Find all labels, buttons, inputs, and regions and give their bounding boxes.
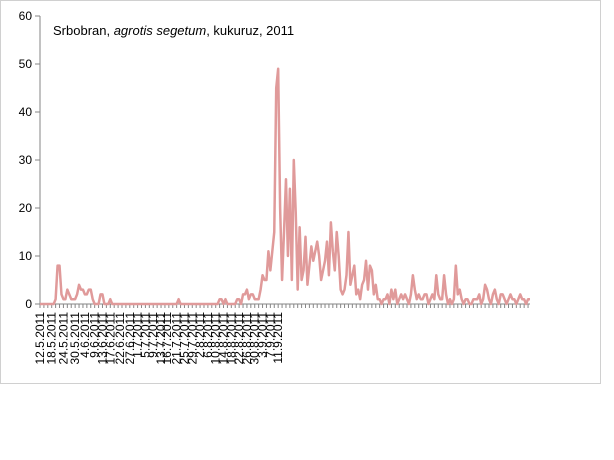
x-tick-label: 18.5.2011 — [45, 312, 59, 365]
y-tick-label: 10 — [19, 249, 33, 263]
x-tick-label: 12.5.2011 — [33, 312, 47, 365]
series-line — [40, 67, 530, 306]
x-tick-label: 22.8.2011 — [232, 312, 246, 365]
x-tick-label: 16.7.2011 — [160, 312, 174, 365]
x-tick-label: 1.7.2011 — [131, 312, 145, 358]
y-axis: 0 10 20 30 40 50 60 — [19, 9, 41, 311]
y-tick-label: 30 — [19, 153, 33, 167]
x-tick-label: 27.6.2011 — [123, 312, 137, 365]
x-tick-label: 29.7.2011 — [185, 312, 199, 365]
x-tick-label: 30.8.2011 — [248, 312, 262, 365]
x-tick-label: 6.8.2011 — [201, 312, 215, 358]
x-tick-label: 11.9.2011 — [271, 312, 285, 364]
chart-title: Srbobran, agrotis segetum, kukuruz, 2011 — [53, 23, 294, 38]
x-tick-label: 21.7.2011 — [170, 312, 184, 365]
y-tick-label: 60 — [19, 9, 33, 23]
chart-area — [0, 0, 601, 384]
x-tick-label: 7.9.2011 — [263, 312, 277, 358]
chart-title-part: , kukuruz, 2011 — [206, 23, 294, 38]
x-tick-label: 14.8.2011 — [217, 312, 231, 365]
x-tick-label: 13.7.2011 — [154, 312, 168, 365]
x-axis: 12.5.201118.5.201124.5.201130.5.20114.6.… — [33, 303, 530, 365]
x-tick-label: 13.6.2011 — [95, 312, 109, 365]
x-tick-label: 26.8.2011 — [240, 312, 254, 365]
x-tick-label: 17.6.2011 — [103, 312, 117, 365]
chart-title-part: Srbobran, — [53, 23, 114, 38]
x-tick-label: 30.5.2011 — [68, 312, 82, 365]
series-line-group — [40, 67, 530, 306]
x-tick-label: 22.6.2011 — [113, 312, 127, 365]
x-tick-label: 2.8.2011 — [193, 312, 207, 358]
x-tick-label: 9.7.2011 — [146, 312, 160, 358]
y-tick-label: 0 — [25, 297, 32, 311]
chart-title-part: agrotis segetum — [114, 23, 207, 38]
x-tick-label: 25.7.2011 — [177, 312, 191, 365]
x-tick-label: 24.5.2011 — [56, 312, 70, 365]
y-tick-label: 40 — [19, 105, 33, 119]
x-tick-label: 10.8.2011 — [209, 312, 223, 365]
y-tick-label: 50 — [19, 57, 33, 71]
x-tick-label: 18.8.2011 — [224, 312, 238, 365]
y-tick-label: 20 — [19, 201, 33, 215]
x-tick-label: 4.6.2011 — [78, 312, 92, 358]
x-tick-label: 3.9.2011 — [256, 312, 270, 358]
x-tick-label: 9.6.2011 — [88, 312, 102, 358]
x-tick-label: 5.7.2011 — [138, 312, 152, 358]
